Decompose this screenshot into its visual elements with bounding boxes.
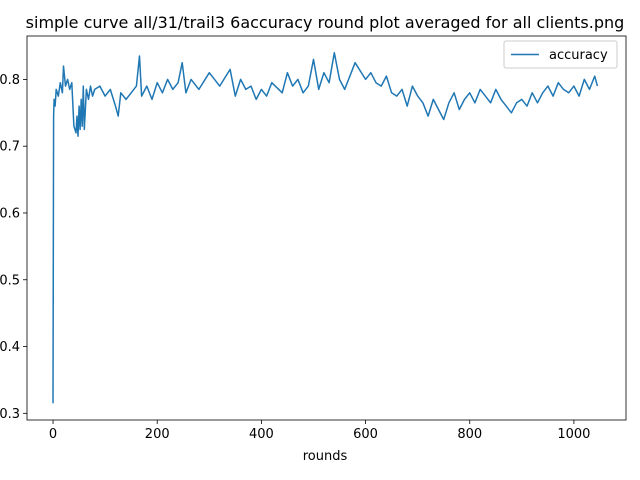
chart-title: simple curve all/31/trail3 6accuracy rou… [26, 13, 625, 32]
x-tick-label: 800 [457, 427, 482, 442]
y-tick-label: 0.3 [0, 407, 20, 422]
plot-frame [26, 35, 627, 421]
y-axis: 0.3 0.4 0.5 0.6 0.7 0.8 [0, 73, 27, 422]
x-axis: 0 200 400 600 800 1000 [49, 420, 590, 442]
series-line-accuracy [52, 51, 599, 404]
legend-label-accuracy: accuracy [549, 48, 608, 63]
x-axis-label: rounds [303, 449, 348, 464]
x-tick-label: 400 [249, 427, 274, 442]
y-tick-label: 0.7 [0, 140, 20, 155]
y-tick-label: 0.8 [0, 73, 20, 88]
x-tick-label: 600 [353, 427, 378, 442]
x-tick-label: 0 [49, 427, 57, 442]
y-tick-label: 0.5 [0, 273, 20, 288]
legend: accuracy [503, 40, 618, 69]
x-tick-label: 200 [145, 427, 170, 442]
y-tick-label: 0.4 [0, 340, 20, 355]
x-tick-label: 1000 [557, 427, 590, 442]
y-tick-label: 0.6 [0, 206, 20, 221]
plot-area [26, 35, 627, 421]
legend-box [503, 40, 618, 69]
